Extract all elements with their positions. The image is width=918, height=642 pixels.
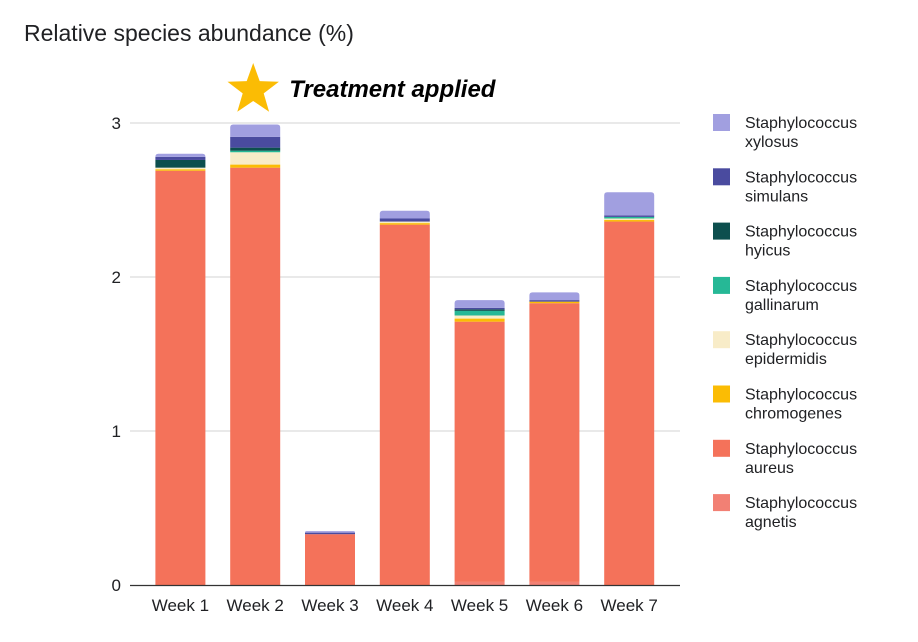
legend-swatch (713, 439, 730, 457)
bar-segment[interactable] (155, 167, 206, 170)
legend-label[interactable]: Staphylococcus chromogenes (745, 387, 857, 423)
x-tick-label: Week 3 (301, 596, 358, 615)
bar-segment[interactable] (155, 153, 206, 157)
bar-segment[interactable] (379, 224, 430, 585)
bar-segment[interactable] (529, 581, 580, 585)
bar-segment[interactable] (604, 221, 655, 585)
bar-segment[interactable] (155, 170, 206, 586)
legend-label[interactable]: Staphylococcus agnetis (745, 495, 857, 531)
bar-segment[interactable] (454, 307, 505, 310)
bar-segment[interactable] (529, 300, 580, 302)
legend-label[interactable]: Staphylococcus epidermidis (745, 332, 857, 368)
bar-segment[interactable] (454, 581, 505, 585)
bar-segment[interactable] (230, 167, 281, 585)
bar-segment[interactable] (379, 218, 430, 222)
bar-segment[interactable] (379, 221, 430, 224)
bar-segment[interactable] (230, 150, 281, 153)
annotation-layer: Treatment applied (227, 63, 497, 112)
bar-segment[interactable] (454, 309, 505, 311)
bar-segment[interactable] (155, 156, 206, 160)
x-tick-label: Week 6 (526, 596, 583, 615)
bar-segment[interactable] (155, 169, 206, 171)
bars-layer (155, 124, 655, 586)
bar-segment[interactable] (604, 215, 655, 217)
bar-segment[interactable] (379, 210, 430, 219)
bar-segment[interactable] (529, 303, 580, 582)
bar-segment[interactable] (230, 147, 281, 151)
bar-segment[interactable] (230, 164, 281, 168)
annotation-label: Treatment applied (289, 76, 497, 103)
bar-segment[interactable] (454, 318, 505, 322)
legend-label[interactable]: Staphylococcus simulans (745, 169, 857, 205)
bar-segment[interactable] (454, 315, 505, 319)
legend-swatch (713, 331, 730, 349)
chart-title: Relative species abundance (%) (24, 20, 354, 46)
bar-segment[interactable] (604, 192, 655, 216)
axis-layer: 0 1 2 3 Week 1 Week 2 Week 3 Week 4 Week 5 Week 6… (112, 114, 680, 615)
legend-label[interactable]: Staphylococcus aureus (745, 441, 857, 477)
x-tick-label: Week 7 (601, 596, 658, 615)
bar-segment[interactable] (604, 220, 655, 222)
bar-segment[interactable] (305, 532, 355, 535)
bar-segment[interactable] (230, 136, 281, 148)
legend-swatch (713, 168, 730, 186)
bar-segment[interactable] (230, 124, 281, 137)
x-tick-label: Week 2 (227, 596, 284, 615)
bar-segment[interactable] (529, 292, 580, 301)
legend-swatch (713, 385, 730, 403)
legend-label[interactable]: Staphylococcus hyicus (745, 224, 857, 260)
x-tick-label: Week 1 (152, 596, 209, 615)
bar-segment[interactable] (604, 218, 655, 221)
bar-segment[interactable] (305, 531, 355, 533)
y-tick-label: 1 (112, 422, 121, 441)
y-tick-label: 2 (112, 268, 121, 287)
bar-segment[interactable] (305, 534, 355, 585)
legend-swatch (713, 276, 730, 294)
legend: Staphylococcus xylosus Staphylococcus simul… (713, 114, 857, 531)
legend-label[interactable]: Staphylococcus gallinarum (745, 278, 857, 314)
y-tick-label: 0 (112, 576, 121, 595)
bar-segment[interactable] (454, 321, 505, 582)
bar-segment[interactable] (454, 300, 505, 308)
bar-segment[interactable] (230, 152, 281, 165)
y-tick-label: 3 (112, 114, 121, 133)
legend-label[interactable]: Staphylococcus xylosus (745, 115, 857, 151)
legend-swatch (713, 222, 730, 240)
legend-swatch (713, 494, 730, 512)
x-tick-label: Week 4 (376, 596, 433, 615)
star-icon (227, 63, 279, 112)
bar-segment[interactable] (454, 310, 505, 316)
bar-segment[interactable] (529, 301, 580, 304)
x-tick-label: Week 5 (451, 596, 508, 615)
bar-segment[interactable] (379, 223, 430, 225)
legend-swatch (713, 114, 730, 131)
bar-segment[interactable] (155, 159, 206, 168)
bar-segment[interactable] (604, 216, 655, 219)
